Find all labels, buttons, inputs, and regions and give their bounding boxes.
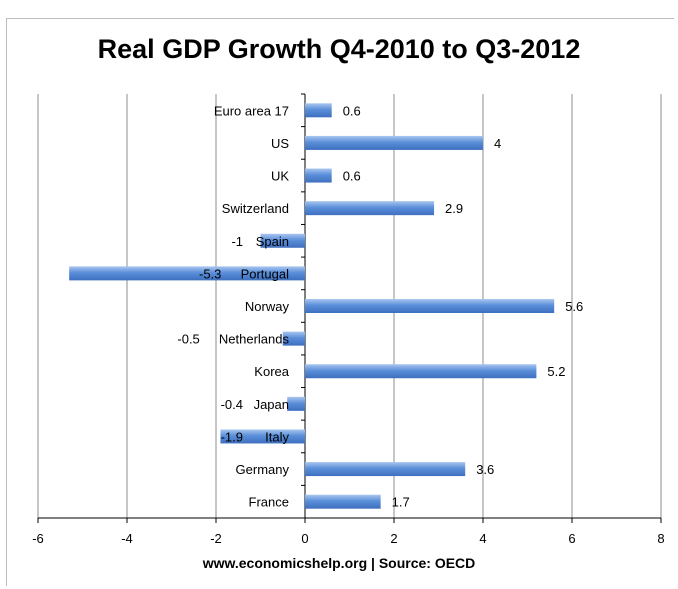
bar: [220, 429, 305, 444]
data-label: 1.7: [392, 495, 410, 510]
chart-source-label: www.economicshelp.org | Source: OECD: [202, 555, 476, 571]
category-label: US: [271, 136, 289, 151]
data-label: -0.5: [177, 332, 199, 347]
x-tick-label: 6: [568, 531, 575, 546]
data-label: 5.2: [547, 364, 565, 379]
category-label: Italy: [265, 429, 289, 444]
bar: [305, 135, 483, 150]
data-label: -5.3: [199, 266, 221, 281]
category-label: Netherlands: [219, 332, 290, 347]
category-label: Spain: [256, 234, 289, 249]
x-tick-label: 2: [390, 531, 397, 546]
data-label: 0.6: [343, 103, 361, 118]
bar: [305, 103, 332, 118]
chart-title: Real GDP Growth Q4-2010 to Q3-2012: [97, 34, 581, 64]
x-tick-label: 8: [657, 531, 664, 546]
data-label: -1: [231, 234, 243, 249]
category-label: Portugal: [241, 266, 290, 281]
bar: [69, 266, 306, 281]
data-label: 2.9: [445, 201, 463, 216]
data-label: 0.6: [343, 169, 361, 184]
bar: [305, 364, 537, 379]
category-label: Norway: [245, 299, 290, 314]
chart-frame: [6, 18, 674, 586]
bar: [282, 331, 305, 346]
category-label: Euro area 17: [214, 103, 289, 118]
data-label: 5.6: [565, 299, 583, 314]
data-label: 4: [494, 136, 501, 151]
category-label: Japan: [254, 397, 289, 412]
category-label: France: [249, 495, 289, 510]
x-tick-label: 0: [301, 531, 308, 546]
bar: [305, 168, 332, 183]
x-tick-label: -4: [121, 531, 133, 546]
bar: [305, 462, 466, 477]
category-label: Switzerland: [222, 201, 289, 216]
data-label: -1.9: [221, 429, 243, 444]
category-label: Korea: [254, 364, 289, 379]
x-tick-label: 4: [479, 531, 486, 546]
bar: [287, 396, 305, 411]
x-tick-label: -2: [210, 531, 222, 546]
bar: [260, 233, 305, 248]
category-label: UK: [271, 169, 289, 184]
x-tick-label: -6: [32, 531, 44, 546]
bar: [305, 494, 381, 509]
bar: [305, 201, 435, 216]
data-label: -0.4: [221, 397, 243, 412]
data-label: 3.6: [476, 462, 494, 477]
bar: [305, 299, 555, 313]
category-label: Germany: [236, 462, 290, 477]
